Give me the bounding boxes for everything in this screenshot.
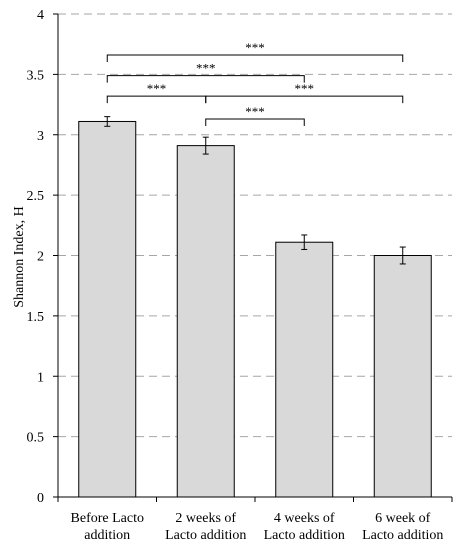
bar (176, 145, 235, 498)
y-tick-label: 2.5 (27, 189, 45, 204)
x-category-label: 4 weeks of Lacto addition (264, 511, 345, 543)
y-tick-label: 0 (37, 491, 44, 506)
x-category-label-line: Lacto addition (165, 528, 246, 543)
x-category-label: 6 week of Lacto addition (362, 511, 443, 543)
y-tick-label: 0.5 (27, 431, 45, 446)
significance-label: *** (245, 104, 265, 119)
y-axis-title: Shannon Index, H (12, 206, 27, 308)
y-tick-label: 1 (37, 370, 44, 385)
significance-label: *** (295, 81, 315, 96)
significance-bracket (106, 95, 207, 104)
bar (373, 255, 432, 498)
y-tick-label: 3.5 (27, 68, 45, 83)
significance-brackets: *** *** *** *** *** (106, 40, 404, 127)
error-bars (104, 116, 406, 265)
y-tick-label: 1.5 (27, 310, 45, 325)
significance-bracket (205, 118, 305, 127)
significance-bracket (106, 75, 305, 83)
significance-label: *** (196, 61, 216, 76)
significance-label: *** (245, 40, 265, 55)
x-category-label: 2 weeks of Lacto addition (165, 511, 246, 543)
y-tick-labels: 0 0.5 1 1.5 2 2.5 3 3.5 4 (27, 8, 58, 506)
significance-bracket (205, 95, 404, 104)
bar (275, 241, 334, 498)
x-category-label-line: Before Lacto (71, 511, 144, 526)
y-tick-label: 4 (37, 8, 44, 23)
x-category-label-line: Lacto addition (362, 528, 443, 543)
significance-label: *** (147, 81, 167, 96)
x-category-label-line: 4 weeks of (274, 511, 335, 526)
bars (78, 120, 432, 498)
significance-bracket (106, 54, 404, 63)
x-category-labels: Before Lacto addition 2 weeks of Lacto addi… (71, 511, 444, 543)
bar (78, 120, 137, 498)
x-category-label-line: Lacto addition (264, 528, 345, 543)
x-category-label: Before Lacto addition (71, 511, 144, 543)
x-category-label-line: addition (84, 528, 130, 543)
y-tick-label: 2 (37, 250, 44, 265)
x-category-label-line: 6 week of (375, 511, 431, 526)
y-tick-label: 3 (37, 129, 44, 144)
x-category-label-line: 2 weeks of (175, 511, 236, 526)
